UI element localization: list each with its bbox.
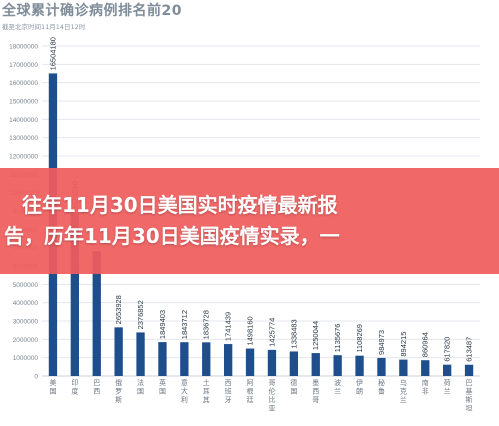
category-label: 英国: [159, 378, 166, 396]
bar: [289, 351, 299, 376]
category-label: 荷兰: [444, 378, 451, 396]
bar: [136, 332, 145, 376]
data-label: 1843712: [180, 310, 189, 339]
data-label: 1338483: [289, 319, 298, 348]
category-label: 美国: [49, 378, 56, 396]
y-tick-label: 18000000: [9, 44, 38, 51]
headline-line-2: 告，历年11月30日美国疫情实录，一: [4, 224, 340, 248]
bar: [202, 342, 211, 376]
bar: [245, 348, 255, 376]
data-label: 1849403: [158, 310, 167, 339]
y-tick-label: 2000000: [13, 337, 39, 344]
bar: [223, 344, 233, 376]
data-label: 1498160: [246, 316, 255, 345]
y-tick-label: 14000000: [9, 117, 38, 124]
category-label: 土耳其: [203, 378, 210, 404]
headline-line-1: 往年11月30日美国实时疫情最新报: [22, 193, 338, 217]
data-label: 1836728: [202, 310, 211, 339]
category-label: 德国: [290, 378, 297, 396]
y-tick-label: 4000000: [13, 300, 39, 307]
bar: [311, 353, 320, 376]
category-label: 意大利: [181, 378, 188, 404]
category-label: 阿根廷: [247, 378, 254, 404]
category-label: 法国: [137, 378, 144, 396]
category-label: 墨西哥: [312, 379, 319, 404]
category-label: 乌克兰: [400, 378, 407, 404]
category-label: 南非: [422, 378, 429, 396]
data-label: 613487: [465, 337, 474, 362]
category-label: 巴基斯坦: [466, 379, 473, 413]
data-label: 1425774: [267, 318, 276, 347]
data-label: 16504180: [48, 37, 57, 70]
bar: [399, 359, 408, 376]
category-label: 西班牙: [225, 379, 232, 404]
y-tick-label: 12000000: [9, 154, 38, 161]
bar: [464, 364, 474, 376]
chart-title: 全球累计确诊病例排名前20: [2, 3, 182, 19]
bar: [377, 357, 386, 376]
data-label: 860964: [421, 332, 430, 357]
bar: [92, 251, 101, 376]
data-label: 984973: [377, 330, 386, 355]
y-tick-label: 17000000: [9, 62, 38, 69]
y-tick-label: 13000000: [9, 135, 38, 142]
bar: [355, 355, 364, 376]
data-label: 1250044: [311, 321, 320, 350]
data-label: 2653928: [114, 295, 123, 324]
data-label: 617820: [443, 337, 452, 362]
headline-banner: 往年11月30日美国实时疫情最新报 告，历年11月30日美国疫情实录，一: [0, 168, 499, 274]
y-tick-label: 5000000: [13, 282, 39, 289]
bar: [114, 327, 123, 376]
bar: [333, 355, 342, 376]
data-label: 2376852: [136, 300, 145, 329]
data-label: 894215: [399, 332, 408, 357]
y-tick-label: 0: [34, 374, 38, 381]
bar: [180, 342, 189, 376]
category-label: 巴西: [93, 379, 100, 396]
y-tick-label: 3000000: [13, 319, 39, 326]
category-label: 波兰: [334, 378, 341, 396]
bar: [158, 342, 167, 376]
bar: [70, 213, 80, 376]
category-label: 哥伦比亚: [268, 379, 275, 413]
bar: [267, 349, 277, 376]
category-label: 印度: [71, 379, 78, 396]
bar: [421, 360, 430, 376]
y-tick-label: 16000000: [9, 80, 38, 87]
data-label: 1108269: [355, 324, 364, 353]
bar: [442, 364, 452, 376]
category-label: 伊朗: [356, 378, 363, 396]
y-tick-label: 15000000: [9, 99, 38, 106]
category-label: 俄罗斯: [115, 378, 122, 404]
y-tick-label: 1000000: [13, 355, 39, 362]
chart-subtitle: 截至北京时间11月14日12时: [2, 23, 86, 31]
category-label: 秘鲁: [378, 378, 385, 396]
data-label: 1135676: [333, 324, 342, 353]
data-label: 1741439: [224, 312, 233, 341]
